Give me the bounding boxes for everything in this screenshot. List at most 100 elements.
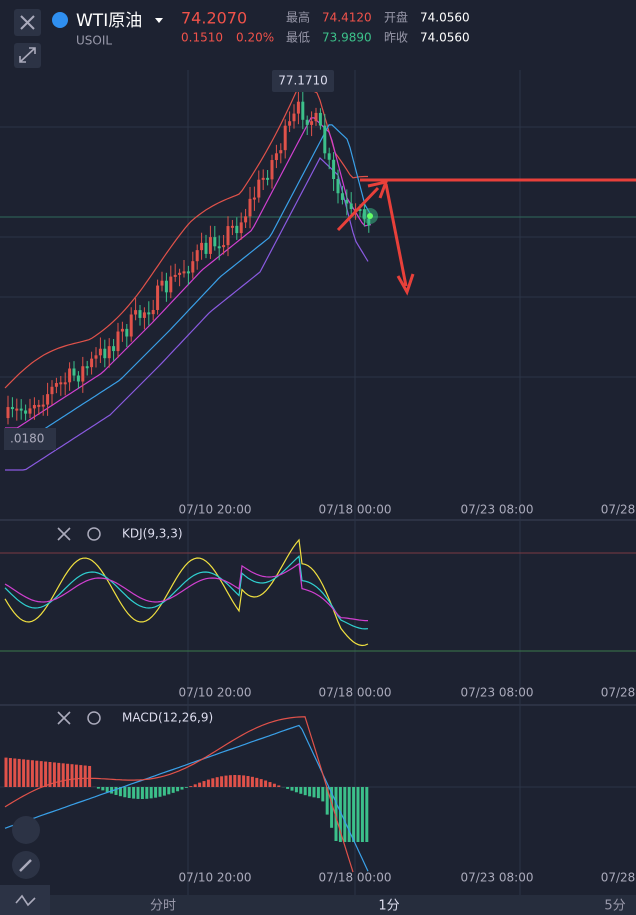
close-indicator[interactable] [57,527,71,541]
tab[interactable]: 分时 [150,899,176,914]
candle-body [50,386,54,395]
macd-bar [277,785,281,787]
tab-bar [0,895,636,915]
candle-body [327,153,331,160]
high-label: 77.1710 [278,74,328,88]
macd-bar [184,787,188,788]
candle-body [191,261,195,273]
tool-button[interactable] [12,816,40,844]
macd-bar [360,787,364,842]
candle-body [134,310,138,315]
macd-bar [132,787,136,799]
symbol-title[interactable]: WTI原油 [76,11,142,31]
macd-bar [198,782,202,787]
candle-body [68,368,72,383]
candle-body [323,125,327,154]
annotation-arrow [336,179,389,232]
indicator-icon [15,894,36,907]
macd-bar [303,787,307,796]
candle-body [59,382,63,385]
candle-body [85,366,89,369]
candle-body [332,159,336,179]
macd-bar [308,787,312,797]
macd-bar [140,787,144,799]
candle-body [182,271,186,274]
x-axis-label: 07/10 20:00 [179,871,252,885]
macd-bar [250,776,254,787]
macd-bar [338,787,342,842]
candle-body [336,178,340,194]
macd-bar [215,777,219,787]
stat-value: 73.9890 [322,31,372,45]
moving-average [5,124,372,436]
macd-bar [206,779,210,787]
candle-body [204,242,208,254]
macd-bar [127,787,131,799]
candle-body [222,245,226,248]
macd-bar [268,782,272,787]
candle-body [10,407,14,410]
macd-bar [356,787,360,842]
candle-body [292,113,296,122]
annotation-arrow [384,183,415,296]
tab[interactable]: 5分 [604,899,625,914]
macd-bar [66,763,70,787]
candle-body [173,274,177,277]
settings-icon[interactable] [87,527,101,541]
candle-body [24,410,28,414]
candle-body [81,366,85,382]
settings-icon[interactable] [87,711,101,725]
candle-body [345,199,349,204]
tab[interactable]: 1分 [378,899,399,914]
x-axis-label: 07/18 00:00 [319,686,392,700]
macd-bar [290,787,294,791]
low-label: .0180 [10,432,44,446]
macd-bar [96,787,100,789]
candle-body [116,331,120,352]
candle-body [32,405,36,409]
macd-bar [167,787,171,795]
dropdown-icon[interactable] [155,18,163,23]
candle-body [103,348,107,359]
x-axis-label: 07/18 00:00 [319,871,392,885]
macd-bar [88,765,92,787]
candle-body [156,285,160,310]
candle-body [142,312,146,318]
stat-label: 开盘 [384,10,408,25]
macd-bar [145,787,149,799]
macd-bar [52,762,56,787]
kdj-k [4,555,369,630]
macd-bar [255,777,259,787]
macd-bar [57,762,61,787]
price-change: 0.1510 [181,31,223,45]
macd-dif [4,716,354,873]
macd-bar [193,784,197,787]
candle-body [310,121,314,125]
macd-bar [74,764,78,787]
close-indicator[interactable] [57,711,71,725]
macd-bar [176,787,180,792]
macd-bar [259,779,263,787]
macd-bar [4,757,8,787]
candle-body [296,101,300,114]
candle-body [186,271,190,274]
indicator-title: KDJ(9,3,3) [122,527,183,541]
candle-body [340,193,344,200]
macd-bar [149,787,153,799]
macd-bar [110,787,114,794]
macd-bar [312,787,316,798]
macd-bar [211,778,215,787]
macd-bar [30,760,34,787]
macd-bar [48,762,52,787]
macd-bar [233,775,237,787]
candle-body [270,160,274,180]
x-axis-label: 07/23 08:00 [461,503,534,517]
macd-bar [180,787,184,790]
candle-body [160,280,164,286]
candle-body [226,226,230,246]
x-axis-label: 07/10 20:00 [179,686,252,700]
last-price: 74.2070 [181,9,247,28]
candle-body [244,216,248,223]
candle-body [169,276,173,293]
candle-body [37,404,41,407]
